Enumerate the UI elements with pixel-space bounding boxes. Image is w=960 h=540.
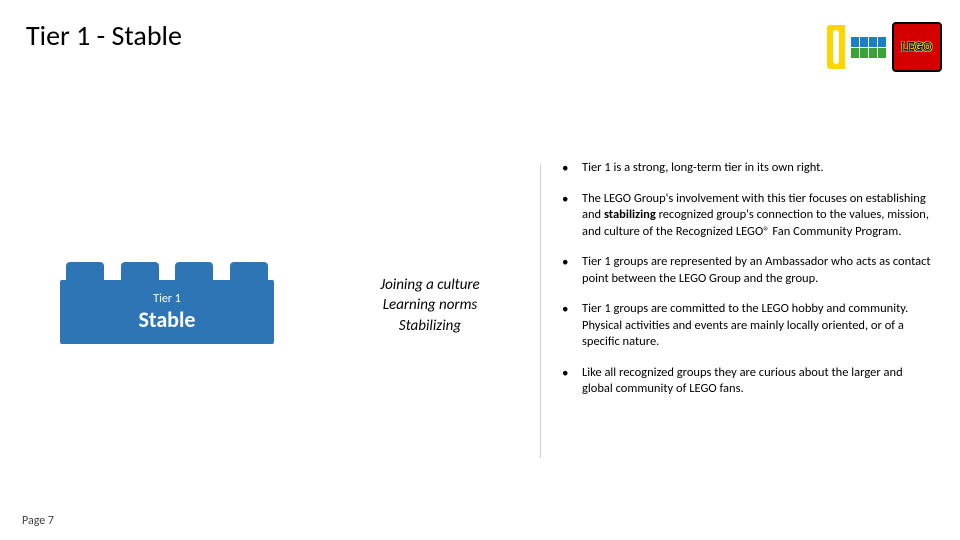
center-line: Learning norms — [340, 295, 520, 315]
bullet-text: Like all recognized groups they are curi… — [582, 365, 903, 397]
center-line: Stabilizing — [340, 316, 520, 336]
bullet-item: Tier 1 groups are committed to the LEGO … — [556, 301, 936, 351]
mini-brick — [860, 37, 868, 47]
center-descriptors: Joining a culture Learning norms Stabili… — [340, 275, 520, 336]
brick-tier-label: Tier 1 — [153, 292, 181, 306]
bullet-text: Tier 1 is a strong, long-term tier in it… — [582, 160, 824, 175]
mini-brick — [878, 37, 886, 47]
brick-stud-icon — [66, 262, 104, 284]
brick-stud-icon — [175, 262, 213, 284]
center-line: Joining a culture — [340, 275, 520, 295]
mini-brick — [851, 48, 859, 58]
brick-body: Tier 1 Stable — [60, 280, 274, 344]
bullet-text: Tier 1 groups are represented by an Amba… — [582, 254, 931, 286]
bullet-text-bold: stabilizing — [604, 207, 656, 222]
bullet-item: Like all recognized groups they are curi… — [556, 365, 936, 398]
bullet-item: The LEGO Group's involvement with this t… — [556, 191, 936, 241]
mini-brick — [878, 48, 886, 58]
mini-brick — [860, 48, 868, 58]
brick-name: Stable — [139, 306, 196, 333]
mini-brick — [869, 37, 877, 47]
bullet-text: Tier 1 groups are committed to the LEGO … — [582, 301, 908, 349]
mini-brick — [851, 37, 859, 47]
page-title: Tier 1 - Stable — [26, 18, 182, 53]
mini-bricks-icon — [851, 37, 886, 58]
bullet-item: Tier 1 groups are represented by an Amba… — [556, 254, 936, 287]
tier-brick: Tier 1 Stable — [60, 262, 274, 344]
brick-studs — [60, 262, 274, 284]
yellow-tab-icon — [827, 25, 845, 69]
page-number: Page 7 — [22, 514, 54, 528]
brick-stud-icon — [121, 262, 159, 284]
bullet-list: Tier 1 is a strong, long-term tier in it… — [556, 160, 936, 412]
mini-brick — [869, 48, 877, 58]
vertical-divider — [540, 164, 541, 458]
bullet-item: Tier 1 is a strong, long-term tier in it… — [556, 160, 936, 177]
logo-block: LEGO — [827, 22, 942, 72]
slide: Tier 1 - Stable LEGO — [0, 0, 960, 540]
lego-logo-icon: LEGO — [892, 22, 942, 72]
brick-stud-icon — [230, 262, 268, 284]
